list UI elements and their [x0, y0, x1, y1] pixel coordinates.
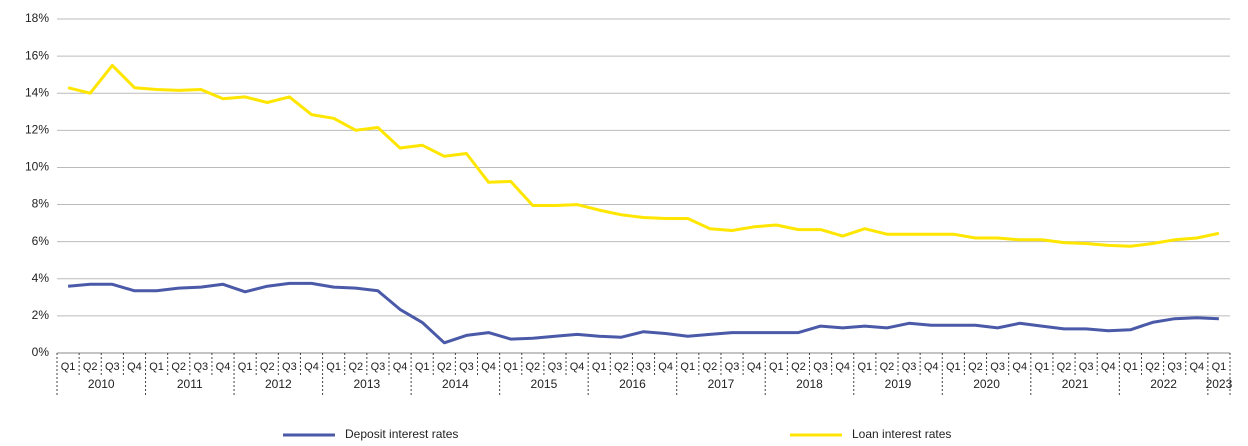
year-label: 2011: [177, 377, 203, 391]
x-tick-label: Q4: [747, 361, 762, 373]
year-label: 2017: [708, 377, 735, 391]
x-tick-label: Q2: [525, 361, 540, 373]
y-tick-label: 0%: [32, 345, 50, 359]
year-label: 2019: [885, 377, 912, 391]
x-tick-label: Q3: [813, 361, 828, 373]
y-tick-label: 4%: [32, 271, 50, 285]
x-tick-label: Q1: [680, 361, 695, 373]
y-tick-label: 10%: [25, 160, 49, 174]
x-tick-label: Q1: [1123, 361, 1138, 373]
x-tick-label: Q1: [415, 361, 430, 373]
x-tick-label: Q1: [503, 361, 518, 373]
x-tick-label: Q3: [194, 361, 209, 373]
x-tick-label: Q4: [481, 361, 496, 373]
x-tick-label: Q2: [703, 361, 718, 373]
x-tick-label: Q4: [835, 361, 850, 373]
x-tick-label: Q2: [260, 361, 275, 373]
x-tick-label: Q2: [348, 361, 363, 373]
x-tick-label: Q1: [149, 361, 164, 373]
series-line: [67, 63, 1220, 248]
x-tick-label: Q1: [61, 361, 76, 373]
x-tick-label: Q2: [437, 361, 452, 373]
y-tick-label: 6%: [32, 234, 50, 248]
year-label: 2023: [1206, 377, 1233, 391]
x-tick-label: Q3: [548, 361, 563, 373]
year-label: 2018: [796, 377, 823, 391]
x-tick-label: Q1: [238, 361, 253, 373]
x-tick-label: Q3: [459, 361, 474, 373]
x-tick-label: Q3: [371, 361, 386, 373]
x-tick-label: Q3: [725, 361, 740, 373]
legend-label: Loan interest rates: [852, 427, 951, 441]
x-tick-label: Q4: [127, 361, 142, 373]
x-tick-label: Q3: [990, 361, 1005, 373]
x-tick-label: Q3: [902, 361, 917, 373]
x-tick-label: Q2: [1145, 361, 1160, 373]
x-tick-label: Q4: [570, 361, 585, 373]
y-tick-label: 8%: [32, 197, 50, 211]
y-tick-label: 16%: [25, 48, 49, 62]
x-tick-label: Q1: [592, 361, 607, 373]
year-label: 2022: [1150, 377, 1177, 391]
x-tick-label: Q4: [658, 361, 673, 373]
x-tick-label: Q4: [216, 361, 231, 373]
x-tick-label: Q1: [946, 361, 961, 373]
x-tick-label: Q1: [769, 361, 784, 373]
y-tick-label: 12%: [25, 123, 49, 137]
x-tick-label: Q3: [636, 361, 651, 373]
x-tick-label: Q3: [105, 361, 120, 373]
x-tick-label: Q4: [1101, 361, 1116, 373]
y-tick-label: 18%: [25, 11, 49, 25]
year-label: 2010: [88, 377, 115, 391]
x-tick-label: Q4: [304, 361, 319, 373]
y-tick-label: 14%: [25, 85, 49, 99]
x-tick-label: Q2: [614, 361, 629, 373]
x-tick-label: Q2: [791, 361, 806, 373]
x-tick-label: Q4: [924, 361, 939, 373]
year-label: 2014: [442, 377, 469, 391]
x-tick-label: Q2: [83, 361, 98, 373]
x-tick-label: Q4: [393, 361, 408, 373]
x-tick-label: Q2: [171, 361, 186, 373]
x-tick-label: Q2: [1057, 361, 1072, 373]
x-tick-label: Q1: [857, 361, 872, 373]
year-label: 2021: [1062, 377, 1089, 391]
year-label: 2012: [265, 377, 292, 391]
x-tick-label: Q1: [1035, 361, 1050, 373]
x-tick-label: Q2: [880, 361, 895, 373]
x-tick-label: Q1: [1212, 361, 1227, 373]
x-tick-label: Q4: [1012, 361, 1027, 373]
x-tick-label: Q3: [1167, 361, 1182, 373]
legend-label: Deposit interest rates: [345, 427, 458, 441]
x-tick-label: Q3: [1079, 361, 1094, 373]
year-label: 2016: [619, 377, 646, 391]
x-tick-label: Q4: [1189, 361, 1204, 373]
x-tick-label: Q3: [282, 361, 297, 373]
year-label: 2013: [353, 377, 380, 391]
year-label: 2020: [973, 377, 1000, 391]
y-tick-label: 2%: [32, 308, 50, 322]
series-line: [67, 281, 1219, 345]
year-label: 2015: [531, 377, 558, 391]
x-tick-label: Q1: [326, 361, 341, 373]
x-tick-label: Q2: [968, 361, 983, 373]
